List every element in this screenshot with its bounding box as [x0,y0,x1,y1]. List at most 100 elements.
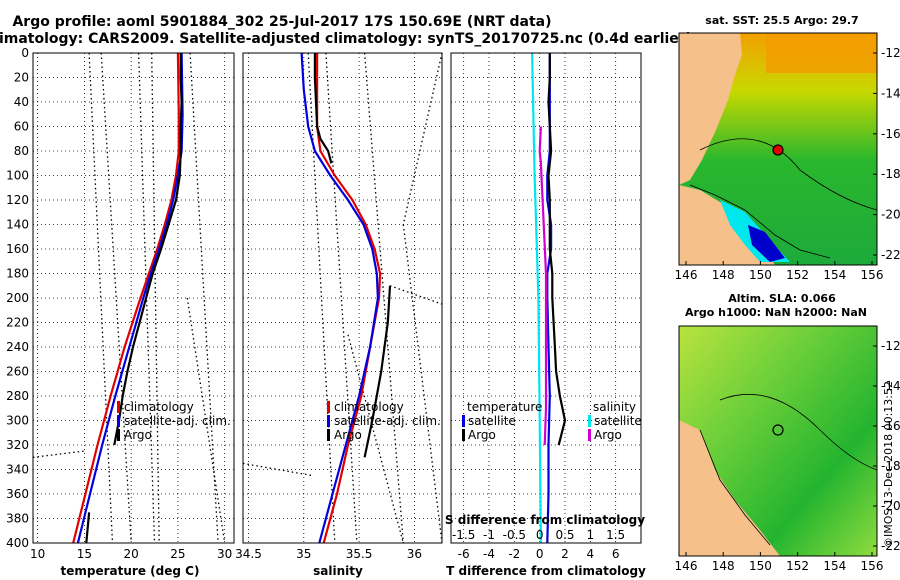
lat-tick-label: -22 [881,248,900,262]
legend-swatch-satellite [117,415,120,427]
depth-tick-labels: 0 20 40 60 80 100 120 140 160 180 200 220 240 260 280 3… [6,46,29,550]
sst-map: sat. SST: 25.5 Argo: 29.7 -12 -14 -16 -18 -2… [675,14,900,282]
lon-tick-label: 154 [823,559,846,573]
figure-title-line1: Argo profile: aoml 5901884_302 25-Jul-20… [12,14,551,30]
legend-satellite: satellite-adj. clim. [124,414,231,428]
series-argo [313,53,333,164]
x-tick-label: 6 [612,547,620,561]
x-tick-label: 20 [124,547,139,561]
salinity-tick-labels: 34.5 35 35.5 36 [235,547,422,561]
lon-tick-label: 146 [675,268,698,282]
depth-tick-label: 100 [6,169,29,183]
depth-tick-label: 160 [6,242,29,256]
lon-tick-label: 150 [749,559,772,573]
sla-map-subtitle: Argo h1000: NaN h2000: NaN [685,306,867,319]
depth-tick-label: 240 [6,340,29,354]
dotted-reference-line [137,53,156,543]
x-tick-label: 15 [77,547,92,561]
depth-tick-label: 40 [14,95,29,109]
dotted-reference-line [88,53,114,543]
argo-float-marker [772,424,784,436]
difference-series [531,53,567,543]
lon-tick-label: 156 [861,559,884,573]
depth-tick-label: 360 [6,487,29,501]
legend-temperature-title: temperature [467,400,542,414]
temperature-legend: climatology satellite-adj. clim. Argo [117,400,231,442]
dotted-reference-line [151,53,160,543]
series-argo-deep [363,285,392,458]
depth-tick-label: 0 [21,46,29,60]
salinity-dotted-lines [243,53,442,543]
sst-lon-labels: 146 148 150 152 154 156 [675,261,883,282]
legend-satellite: satellite-adj. clim. [334,414,441,428]
sla-lat-labels: -12 -14 -16 -18 -20 -22 [873,339,900,553]
sla-map-frame [678,325,878,557]
legend-swatch-climatology [327,401,330,413]
x-tick-label: 2 [561,547,569,561]
x-tick-label: 34.5 [235,547,262,561]
figure-title-line2: Climatology: CARS2009. Satellite-adjuste… [0,31,692,47]
s-diff-tick-label: 1.5 [606,528,625,542]
s-diff-tick-label: 0 [536,528,544,542]
sst-map-frame [678,32,878,266]
x-tick-label: 35 [296,547,311,561]
legend-swatch-s-argo [588,429,591,441]
legend-salinity-title: salinity [593,400,636,414]
lat-tick-label: -18 [881,167,900,181]
lon-tick-label: 154 [823,268,846,282]
dotted-reference-line [307,53,336,543]
bathymetry-contour [699,393,878,546]
land-queensland [679,33,742,185]
s-diff-tick-label: -0.5 [503,528,526,542]
depth-tick-label: 280 [6,389,29,403]
legend-s-satellite: satellite [594,414,642,428]
legend-s-argo: Argo [594,428,622,442]
difference-legend-temperature: temperature satellite Argo [462,400,542,442]
t-difference-tick-labels: -6 -4 -2 0 2 4 6 [458,547,620,561]
legend-swatch-t-satellite [462,415,465,427]
depth-tick-label: 80 [14,144,29,158]
dotted-reference-line [33,450,85,458]
temperature-panel: 0 20 40 60 80 100 120 140 160 180 200 220 240 260 280 3… [6,46,235,578]
lat-tick-label: -22 [881,539,900,553]
legend-swatch-argo [117,429,120,441]
series-argo [113,53,183,446]
land-coast [679,420,780,556]
legend-climatology: climatology [124,400,194,414]
series-t-argo [547,53,567,446]
depth-tick-label: 140 [6,218,29,232]
salinity-grid [243,52,442,544]
lat-tick-label: -12 [881,339,900,353]
series-satellite-adj-clim [300,53,379,543]
legend-swatch-climatology [117,401,120,413]
s-diff-tick-label: 0.5 [555,528,574,542]
s-diff-tick-label: -1 [483,528,495,542]
salinity-panel: 34.5 35 35.5 36 salinity climatology satell… [235,52,443,578]
depth-tick-label: 340 [6,463,29,477]
salinity-series [300,53,392,543]
series-s-argo [538,126,548,446]
salinity-axes-frame [242,52,443,544]
x-tick-label: 30 [217,547,232,561]
depth-tick-label: 320 [6,438,29,452]
legend-swatch-argo [327,429,330,441]
s-diff-tick-label: -1.5 [452,528,475,542]
dotted-reference-line [189,53,219,543]
x-tick-label: -6 [458,547,470,561]
bathymetry-contour [689,138,878,259]
dotted-reference-line [100,53,132,543]
depth-tick-label: 20 [14,71,29,85]
lon-tick-label: 150 [749,268,772,282]
temperature-axes-frame [32,52,235,544]
sla-map-title: Altim. SLA: 0.066 [728,292,836,305]
depth-tick-label: 220 [6,316,29,330]
x-tick-label: 0 [536,547,544,561]
dotted-reference-line [402,53,442,225]
dotted-reference-line [363,53,404,543]
sst-cold-patch [748,225,785,262]
sla-lon-labels: 146 148 150 152 154 156 [675,552,884,573]
depth-tick-label: 180 [6,267,29,281]
legend-t-argo: Argo [468,428,496,442]
depth-tick-label: 300 [6,414,29,428]
